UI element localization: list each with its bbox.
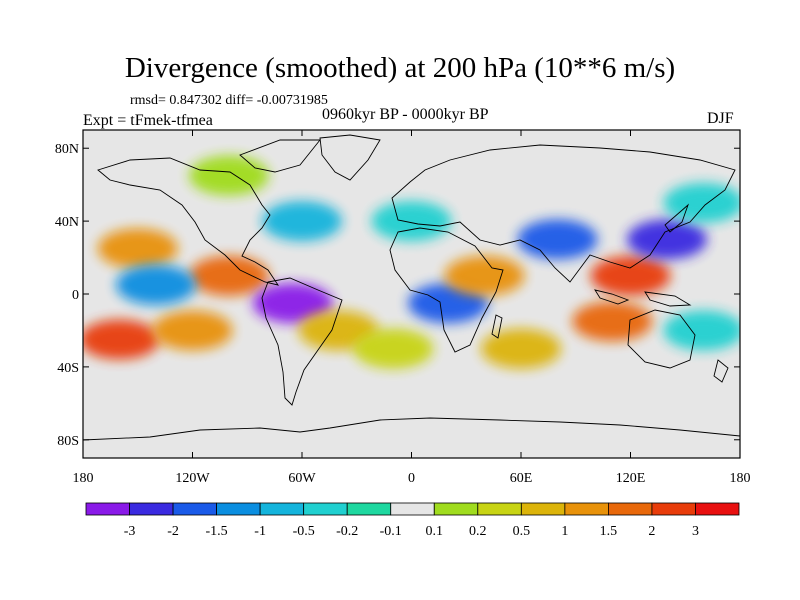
colorbar-swatch (477, 502, 522, 516)
colorbar-label: 0.2 (469, 524, 487, 539)
colorbar-label: -2 (167, 524, 179, 539)
colorbar-swatch (259, 502, 305, 516)
lon-tick-label: 180 (730, 471, 751, 486)
colorbar-label: 1.5 (600, 524, 618, 539)
lon-tick-label: 120W (175, 471, 210, 486)
divergence-field (83, 155, 740, 369)
divergence-anomaly (481, 328, 561, 369)
period-label: 0960kyr BP - 0000kyr BP (322, 106, 489, 123)
divergence-anomaly (663, 310, 740, 351)
colorbar-swatch (564, 502, 609, 516)
colorbar-swatch (520, 502, 566, 516)
divergence-anomaly (663, 182, 740, 223)
season-label: DJF (707, 110, 734, 127)
divergence-anomaly (189, 155, 269, 196)
lon-tick-label: 180 (73, 471, 94, 486)
colorbar-label: 2 (648, 524, 655, 539)
colorbar-swatch (216, 502, 261, 516)
divergence-anomaly (353, 328, 434, 369)
colorbar-swatch (85, 502, 130, 516)
latitude-axis: 80N 40N 0 40S 80S (55, 142, 740, 449)
colorbar-label: -3 (124, 524, 136, 539)
colorbar-label: -0.2 (336, 524, 358, 539)
divergence-anomaly (262, 201, 342, 242)
colorbar-swatch (129, 502, 174, 516)
colorbar-swatch (695, 502, 740, 516)
divergence-anomaly (116, 264, 196, 305)
lat-tick-label: 40N (55, 215, 79, 230)
colorbar-swatch (390, 502, 435, 516)
divergence-anomaly (83, 319, 160, 360)
colorbar-swatch (172, 502, 217, 516)
divergence-anomaly (517, 219, 598, 260)
colorbar-label: -0.1 (380, 524, 402, 539)
divergence-anomaly (371, 201, 452, 242)
divergence-anomaly (152, 310, 233, 351)
colorbar: -3 -2 -1.5 -1 -0.5 -0.2 -0.1 0.1 0.2 0.5 1 1.5 2 3 (85, 502, 740, 539)
stats-text: rmsd= 0.847302 diff= -0.00731985 (130, 93, 328, 108)
divergence-anomaly (189, 255, 269, 296)
lon-tick-label: 60E (510, 471, 533, 486)
colorbar-swatch (608, 502, 653, 516)
lon-tick-label: 60W (288, 471, 316, 486)
lat-tick-label: 80S (57, 434, 79, 449)
colorbar-swatch (303, 502, 348, 516)
plot-title: Divergence (smoothed) at 200 hPa (10**6 … (124, 52, 676, 84)
lat-tick-label: 0 (72, 288, 79, 303)
colorbar-label: -0.5 (293, 524, 315, 539)
experiment-label: Expt = tFmek-tfmea (83, 112, 213, 129)
colorbar-label: -1 (254, 524, 266, 539)
longitude-axis: 180 120W 60W 0 60E 120E 180 (73, 130, 751, 486)
divergence-anomaly (444, 255, 525, 296)
lat-tick-label: 80N (55, 142, 79, 157)
colorbar-label: 0.5 (513, 524, 531, 539)
colorbar-swatch (651, 502, 696, 516)
divergence-anomaly (627, 219, 707, 260)
lon-tick-label: 0 (408, 471, 415, 486)
colorbar-label: 0.1 (426, 524, 444, 539)
colorbar-swatch (433, 502, 479, 516)
lon-tick-label: 120E (616, 471, 646, 486)
colorbar-label: 1 (561, 524, 568, 539)
divergence-anomaly (572, 301, 653, 342)
lat-tick-label: 40S (57, 361, 79, 376)
divergence-anomaly (590, 255, 671, 296)
colorbar-swatch (346, 502, 392, 516)
divergence-anomaly (97, 228, 178, 269)
colorbar-label: 3 (692, 524, 699, 539)
divergence-anomaly (252, 283, 333, 324)
colorbar-label: -1.5 (206, 524, 228, 539)
coastlines (83, 134, 740, 441)
